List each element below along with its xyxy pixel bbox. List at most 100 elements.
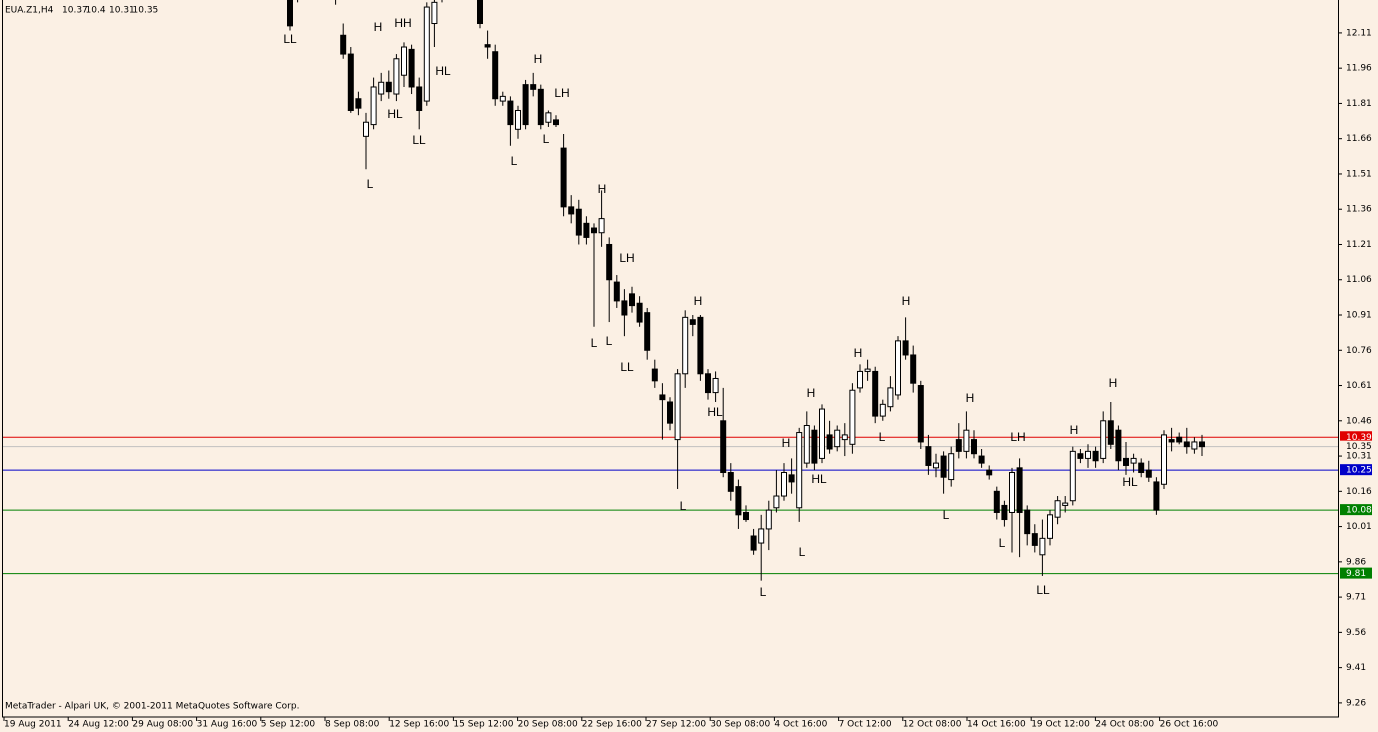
candle-body [781,472,787,497]
candle-body [651,368,658,382]
y-tick-label: 11.81 [1346,99,1372,109]
x-tick-label: 14 Oct 16:00 [967,720,1026,730]
candle-body [644,312,651,351]
candle-body [933,462,939,469]
candle-body [1138,462,1145,474]
swing-label: LH [1010,430,1025,444]
swing-label: H [1109,376,1118,390]
candle-body [1123,457,1129,466]
candle-body [750,535,757,551]
candle-body [978,455,985,464]
candle-body [355,98,362,109]
swing-label: H [534,52,543,66]
candle-body [393,58,400,95]
candle-body [408,48,415,88]
candle-body [553,119,559,126]
candle-body [910,354,917,384]
swing-label: H [598,182,607,196]
candle-body [1161,434,1167,485]
candle-body [1077,453,1084,459]
candle-body [606,243,613,281]
candle-body [492,51,499,100]
header-ohlc: 10.35 [133,6,159,16]
x-tick-label: 19 Oct 12:00 [1031,720,1090,730]
candle-body [1069,450,1076,502]
swing-label: LH [554,86,569,100]
candle-body [385,81,392,93]
swing-label: L [591,336,598,350]
swing-label: L [606,334,613,348]
swing-label: LL [620,360,634,374]
x-tick-label: 12 Oct 08:00 [903,720,962,730]
candle-body [773,495,780,509]
x-tick-label: 30 Sep 08:00 [710,720,770,730]
candle-body [705,373,711,394]
swing-label: HL [811,472,827,486]
candle-body [591,227,597,234]
candle-body [1107,420,1114,445]
y-tick-label: 11.36 [1346,205,1372,215]
candle-body [887,387,894,408]
x-tick-label: 20 Sep 08:00 [518,720,578,730]
candle-body [826,434,833,450]
swing-label: HL [435,64,451,78]
candle-body [545,112,552,123]
candle-body [287,0,293,27]
candle-body [689,319,696,325]
candle-body [849,389,856,445]
candle-body [986,469,993,476]
level-label-box [1340,567,1372,579]
candle-body [1092,450,1099,462]
candle-body [1039,537,1046,556]
level-label-box [1340,431,1372,443]
candle-body [1183,441,1190,448]
swing-label: H [902,294,911,308]
candle-body [712,377,719,394]
candle-body [575,208,582,236]
candle-body [917,385,924,443]
candle-body [1085,450,1091,459]
candle-body [484,44,491,48]
x-tick-label: 5 Sep 12:00 [261,720,316,730]
y-tick-label: 9.26 [1346,698,1366,708]
candle-body [811,429,818,464]
candle-body [423,6,430,102]
swing-label: L [680,499,687,513]
level-label: 10.25 [1346,466,1372,476]
candle-body [872,370,879,417]
plot-frame [2,0,1339,718]
swing-label: H [966,391,975,405]
y-tick-label: 11.21 [1346,240,1372,250]
candle-body [674,373,681,441]
candle-body [720,420,727,474]
candle-body [416,86,423,111]
candle-body [1047,514,1053,539]
swing-label: HL [1122,475,1138,489]
y-tick-label: 9.56 [1346,628,1366,638]
y-tick-label: 11.51 [1346,169,1372,179]
candle-body [659,394,666,401]
y-tick-label: 11.96 [1346,64,1372,74]
candle-body [340,34,347,55]
candle-body [1016,467,1023,513]
level-label-box [1340,504,1372,516]
y-tick-label: 9.41 [1346,663,1366,673]
x-tick-label: 4 Oct 16:00 [774,720,827,730]
x-tick-label: 22 Sep 16:00 [582,720,642,730]
x-tick-label: 7 Oct 12:00 [839,720,892,730]
level-label: 10.08 [1346,506,1372,516]
y-tick-label: 10.01 [1346,522,1372,532]
candle-body [522,84,529,126]
candle-body [431,1,438,25]
candle-body [583,222,590,238]
candle-body [347,53,354,111]
swing-label: H [1070,423,1079,437]
y-tick-label: 9.86 [1346,557,1366,567]
x-tick-label: 19 Aug 2011 [4,720,62,730]
candle-body [993,490,1000,513]
candle-body [515,109,521,130]
swing-label: L [943,508,950,522]
x-tick-label: 27 Sep 12:00 [646,720,706,730]
candle-body [765,509,772,530]
